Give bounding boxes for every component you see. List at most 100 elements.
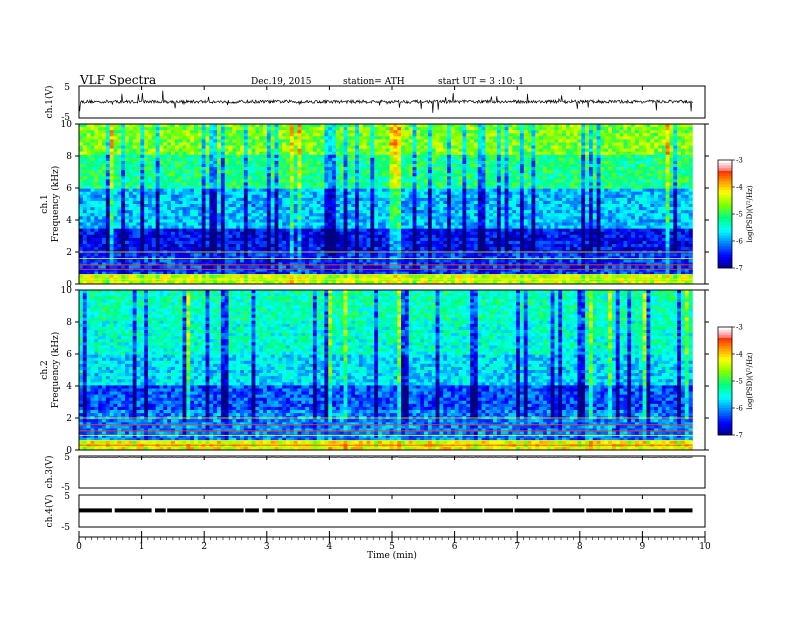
spectrogram-cell <box>439 167 444 171</box>
spectrogram-cell <box>443 130 448 134</box>
spectrogram-cell <box>140 139 145 143</box>
spectrogram-cell <box>477 148 482 152</box>
spectrogram-cell <box>615 148 620 152</box>
spectrogram-cell <box>255 185 260 189</box>
spectrogram-cell <box>389 170 394 174</box>
spectrogram-cell <box>94 130 99 134</box>
spectrogram-cell <box>324 216 329 220</box>
spectrogram-cell <box>217 191 222 196</box>
spectrogram-cell <box>351 210 356 214</box>
spectrogram-cell <box>374 210 379 214</box>
spectrogram-cell <box>90 188 95 192</box>
spectrogram-cell <box>301 207 306 211</box>
spectrogram-cell <box>259 173 264 177</box>
spectrogram-cell <box>688 145 693 149</box>
spectrogram-cell <box>320 210 325 214</box>
spectrogram-cell <box>316 191 321 196</box>
spectrogram-cell <box>182 200 187 205</box>
spectrogram-cell <box>420 170 425 174</box>
spectrogram-cell <box>661 145 666 149</box>
spectrogram-cell <box>435 127 440 131</box>
spectrogram-cell <box>420 145 425 149</box>
spectrogram-cell <box>516 157 521 162</box>
spectrogram-cell <box>247 127 252 131</box>
spectrogram-cell <box>665 200 670 205</box>
spectrogram-cell <box>335 200 341 205</box>
spectrogram-cell <box>259 191 264 196</box>
spectrogram-cell <box>539 194 544 199</box>
spectrogram-cell <box>688 204 693 208</box>
spectrogram-cell <box>205 127 210 131</box>
spectrogram-cell <box>259 200 264 205</box>
spectrogram-cell <box>128 145 133 149</box>
spectrogram-cell <box>335 139 341 143</box>
spectrogram-cell <box>470 188 475 192</box>
spectrogram-cell <box>565 164 571 168</box>
spectrogram-cell <box>604 210 609 214</box>
spectrogram-cell <box>650 167 655 171</box>
spectrogram-cell <box>201 213 206 217</box>
spectrogram-cell <box>427 167 433 171</box>
spectrogram-cell <box>113 130 118 134</box>
spectrogram-cell <box>259 145 264 149</box>
spectrogram-cell <box>301 173 306 177</box>
spectrogram-cell <box>125 167 130 171</box>
spectrogram-cell <box>485 197 490 202</box>
spectrogram-cell <box>581 154 586 159</box>
spectrogram-cell <box>178 210 183 214</box>
spectrogram-cell <box>355 204 360 208</box>
spectrogram-cell <box>427 139 433 143</box>
spectrogram-cell <box>558 185 563 189</box>
spectrogram-cell <box>615 216 620 220</box>
spectrogram-cell <box>251 185 256 189</box>
spectrogram-cell <box>673 204 678 208</box>
spectrogram-cell <box>117 170 122 174</box>
spectrogram-cell <box>213 197 218 202</box>
spectrogram-cell <box>286 210 291 214</box>
spectrogram-cell <box>151 160 156 165</box>
spectrogram-cell <box>312 200 318 205</box>
spectrogram-cell <box>657 207 663 211</box>
spectrogram-cell <box>79 139 84 143</box>
spectrogram-cell <box>102 197 107 202</box>
spectrogram-cell <box>362 139 367 143</box>
spectrogram-cell <box>370 182 375 186</box>
spectrogram-cell <box>163 173 168 177</box>
spectrogram-cell <box>105 130 110 134</box>
spectrogram-cell <box>454 200 459 205</box>
spectrogram-cell <box>374 173 379 177</box>
spectrogram-cell <box>397 167 402 171</box>
spectrogram-cell <box>489 191 494 196</box>
spectrogram-cell <box>631 157 636 162</box>
spectrogram-cell <box>155 151 160 156</box>
spectrogram-cell <box>608 154 613 159</box>
spectrogram-cell <box>558 204 563 208</box>
spectrogram-cell <box>171 213 176 217</box>
spectrogram-cell <box>638 207 643 211</box>
spectrogram-cell <box>305 197 310 202</box>
spectrogram-cell <box>289 164 295 168</box>
spectrogram-cell <box>151 213 156 217</box>
spectrogram-cell <box>121 176 126 180</box>
spectrogram-cell <box>650 170 655 174</box>
spectrogram-cell <box>627 176 632 180</box>
spectrogram-cell <box>677 157 682 162</box>
spectrogram-cell <box>370 185 375 189</box>
spectrogram-cell <box>121 142 126 146</box>
spectrogram-cell <box>151 210 156 214</box>
spectrogram-cell <box>680 191 686 196</box>
spectrogram-cell <box>489 197 494 202</box>
spectrogram-cell <box>82 191 87 196</box>
spectrogram-cell <box>539 213 544 217</box>
spectrogram-cell <box>320 130 325 134</box>
spectrogram-cell <box>109 154 114 159</box>
spectrogram-cell <box>489 204 494 208</box>
spectrogram-cell <box>462 127 467 131</box>
spectrogram-cell <box>274 160 279 165</box>
spectrogram-cell <box>470 157 475 162</box>
spectrogram-cell <box>592 210 597 214</box>
spectrogram-cell <box>194 194 199 199</box>
spectrogram-cell <box>604 204 609 208</box>
spectrogram-cell <box>588 176 594 180</box>
spectrogram-cell <box>132 130 137 134</box>
